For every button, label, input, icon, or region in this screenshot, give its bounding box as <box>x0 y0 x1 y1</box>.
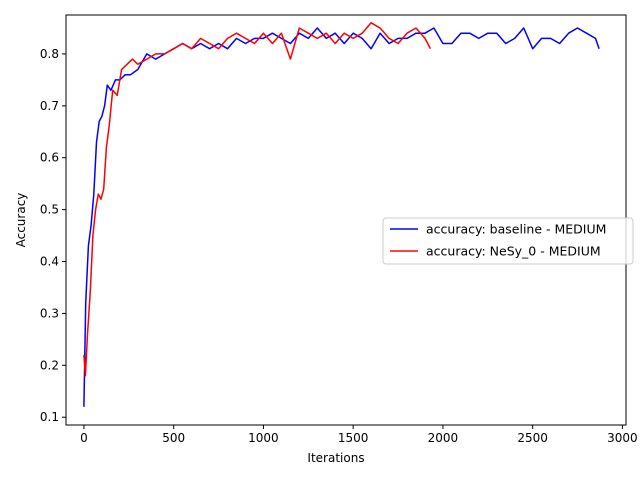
y-tick-label: 0.4 <box>40 255 59 269</box>
legend: accuracy: baseline - MEDIUM accuracy: Ne… <box>382 217 634 265</box>
y-tick-label: 0.6 <box>40 151 59 165</box>
x-tick-label: 1000 <box>248 431 279 445</box>
legend-label-nesy: accuracy: NeSy_0 - MEDIUM <box>426 244 601 259</box>
y-tick-label: 0.8 <box>40 47 59 61</box>
x-tick-label: 500 <box>162 431 185 445</box>
legend-label-baseline: accuracy: baseline - MEDIUM <box>426 222 606 237</box>
y-tick-label: 0.1 <box>40 410 59 424</box>
x-axis-label: Iterations <box>307 451 364 465</box>
series-line-0 <box>83 27 600 407</box>
x-tick-label: 3000 <box>607 431 638 445</box>
series-line-1 <box>83 22 432 377</box>
x-tick-label: 1500 <box>338 431 369 445</box>
x-tick-label: 2500 <box>517 431 548 445</box>
y-tick-label: 0.7 <box>40 99 59 113</box>
y-tick-label: 0.5 <box>40 203 59 217</box>
y-axis-ticks: 0.1 0.2 0.3 0.4 0.5 0.6 0.7 0.8 <box>40 47 66 424</box>
plot-lines <box>83 22 600 407</box>
y-tick-label: 0.3 <box>40 306 59 320</box>
x-axis-ticks: 0 500 1000 1500 2000 2500 3000 <box>80 425 638 445</box>
y-axis-label: Accuracy <box>14 193 28 248</box>
x-tick-label: 2000 <box>428 431 459 445</box>
y-tick-label: 0.2 <box>40 358 59 372</box>
x-tick-label: 0 <box>80 431 88 445</box>
legend-box <box>382 217 634 265</box>
